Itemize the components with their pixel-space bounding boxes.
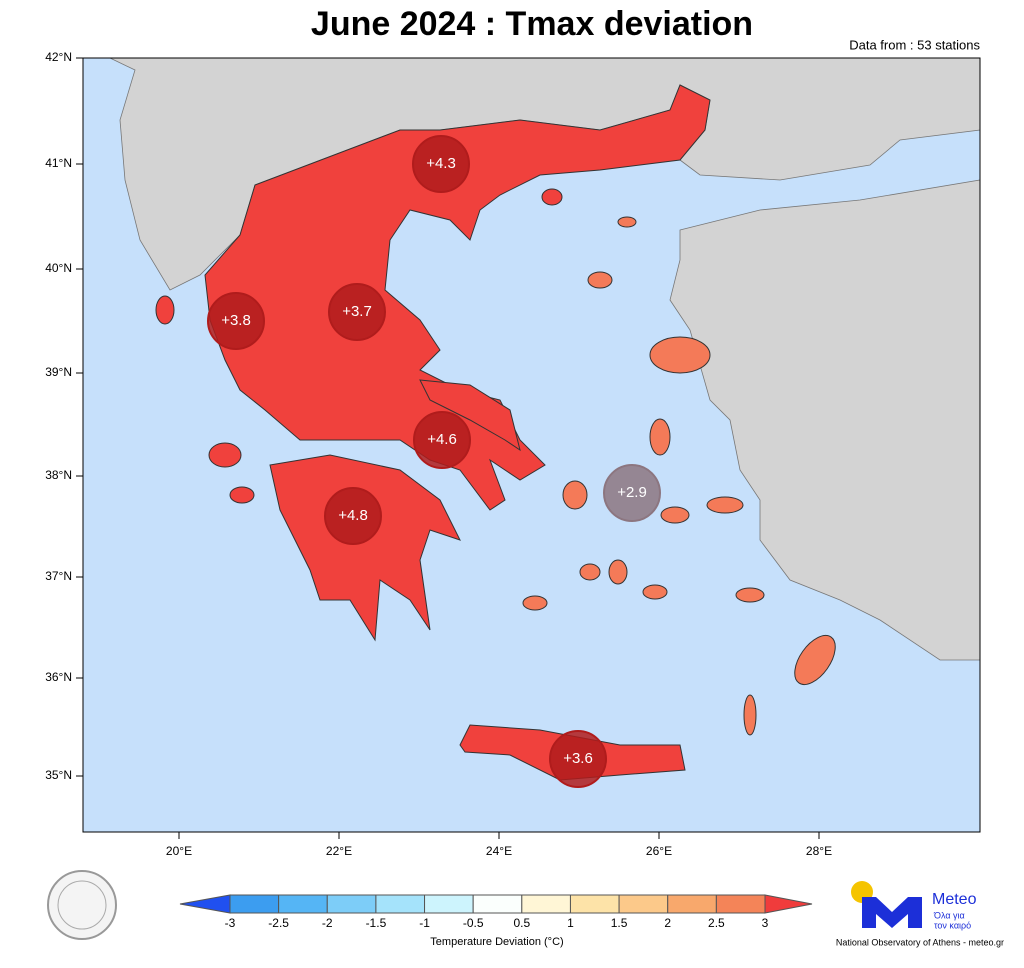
station-marker — [549, 730, 607, 788]
colorbar-box — [278, 894, 328, 914]
station-marker — [413, 411, 471, 469]
island — [587, 271, 613, 289]
colorbar: -3 -2.5 -2 -1.5 -1 -0.5 0.5 1 1.5 2 2.5 3 — [179, 894, 813, 930]
colorbar-title: Temperature Deviation (°C) — [430, 936, 563, 948]
colorbar-tick-label: -2 — [322, 916, 333, 930]
island — [155, 295, 175, 325]
logo-name: Meteo — [932, 891, 977, 908]
island — [617, 216, 637, 228]
lon-label: 24°E — [486, 844, 512, 858]
island — [649, 418, 671, 456]
station-value: +3.7 — [342, 303, 372, 320]
colorbar-tick-label: -1.5 — [366, 916, 387, 930]
colorbar-tick-label: 1 — [567, 916, 574, 930]
greece-mainland — [204, 84, 711, 511]
colorbar-box — [715, 894, 766, 914]
colorbar-tick-label: -3 — [225, 916, 236, 930]
island — [522, 595, 548, 611]
title: June 2024 : Tmax deviation — [311, 5, 753, 43]
island — [706, 496, 744, 514]
lat-label: 42°N — [45, 50, 72, 64]
colorbar-box — [472, 894, 523, 914]
station-note: Data from : 53 stations — [849, 37, 980, 52]
colorbar-box — [569, 894, 620, 914]
island — [794, 635, 836, 685]
evia — [419, 379, 521, 452]
colorbar-tick-label: 2 — [664, 916, 671, 930]
station-marker — [207, 292, 265, 350]
station-value: +2.9 — [617, 484, 647, 501]
lat-label: 35°N — [45, 768, 72, 782]
lat-label: 39°N — [45, 365, 72, 379]
colorbar-tick-label: 0.5 — [513, 916, 530, 930]
island — [649, 336, 711, 374]
island — [579, 563, 601, 581]
lon-label: 20°E — [166, 844, 192, 858]
lat-label: 40°N — [45, 261, 72, 275]
colorbar-tick-label: 1.5 — [611, 916, 628, 930]
island — [541, 188, 563, 206]
island — [642, 584, 668, 600]
colorbar-box — [326, 894, 377, 914]
map-frame — [82, 57, 981, 833]
station-marker — [324, 487, 382, 545]
island — [735, 587, 765, 603]
credit: National Observatory of Athens - meteo.g… — [836, 937, 1004, 947]
frame — [82, 57, 981, 833]
island — [229, 486, 255, 504]
island — [562, 480, 588, 510]
noa-seal — [47, 870, 117, 940]
lon-label: 28°E — [806, 844, 832, 858]
station-marker — [603, 464, 661, 522]
colorbar-box — [424, 894, 474, 914]
colorbar-box — [229, 894, 280, 914]
lon-label: 26°E — [646, 844, 672, 858]
colorbar-tick-label: -1 — [419, 916, 430, 930]
colorbar-box — [521, 894, 571, 914]
lat-label: 36°N — [45, 670, 72, 684]
peloponnese — [269, 454, 461, 642]
lat-label: 37°N — [45, 569, 72, 583]
station-value: +4.8 — [338, 507, 368, 524]
colorbar-box — [667, 894, 717, 914]
island — [608, 559, 628, 585]
colorbar-box — [375, 894, 426, 914]
logo-tagline: τον καιρό — [934, 920, 971, 930]
colorbar-low — [179, 894, 231, 914]
island — [743, 694, 757, 736]
colorbar-tick-label: 3 — [762, 916, 769, 930]
anatolia-land — [669, 179, 981, 661]
station-value: +3.8 — [221, 312, 251, 329]
colorbar-tick-label: -0.5 — [463, 916, 484, 930]
lat-label: 38°N — [45, 468, 72, 482]
stations: +4.3 +3.8 +3.7 +4.6 +4.8 +2.9 +3.6 — [207, 135, 661, 788]
colorbar-tick-label: -2.5 — [268, 916, 289, 930]
colorbar-tick-label: 2.5 — [708, 916, 725, 930]
lon-label: 22°E — [326, 844, 352, 858]
lat-label: 41°N — [45, 156, 72, 170]
meteo-logo: Meteo Όλα για τον καιρό National Observa… — [836, 881, 1004, 947]
station-value: +4.3 — [426, 155, 456, 172]
station-value: +3.6 — [563, 750, 593, 767]
colorbar-box — [618, 894, 669, 914]
station-marker — [328, 283, 386, 341]
station-value: +4.6 — [427, 431, 457, 448]
colorbar-high — [764, 894, 813, 914]
island — [660, 506, 690, 524]
logo-tagline: Όλα για — [933, 910, 965, 920]
island — [208, 442, 242, 468]
station-marker — [412, 135, 470, 193]
